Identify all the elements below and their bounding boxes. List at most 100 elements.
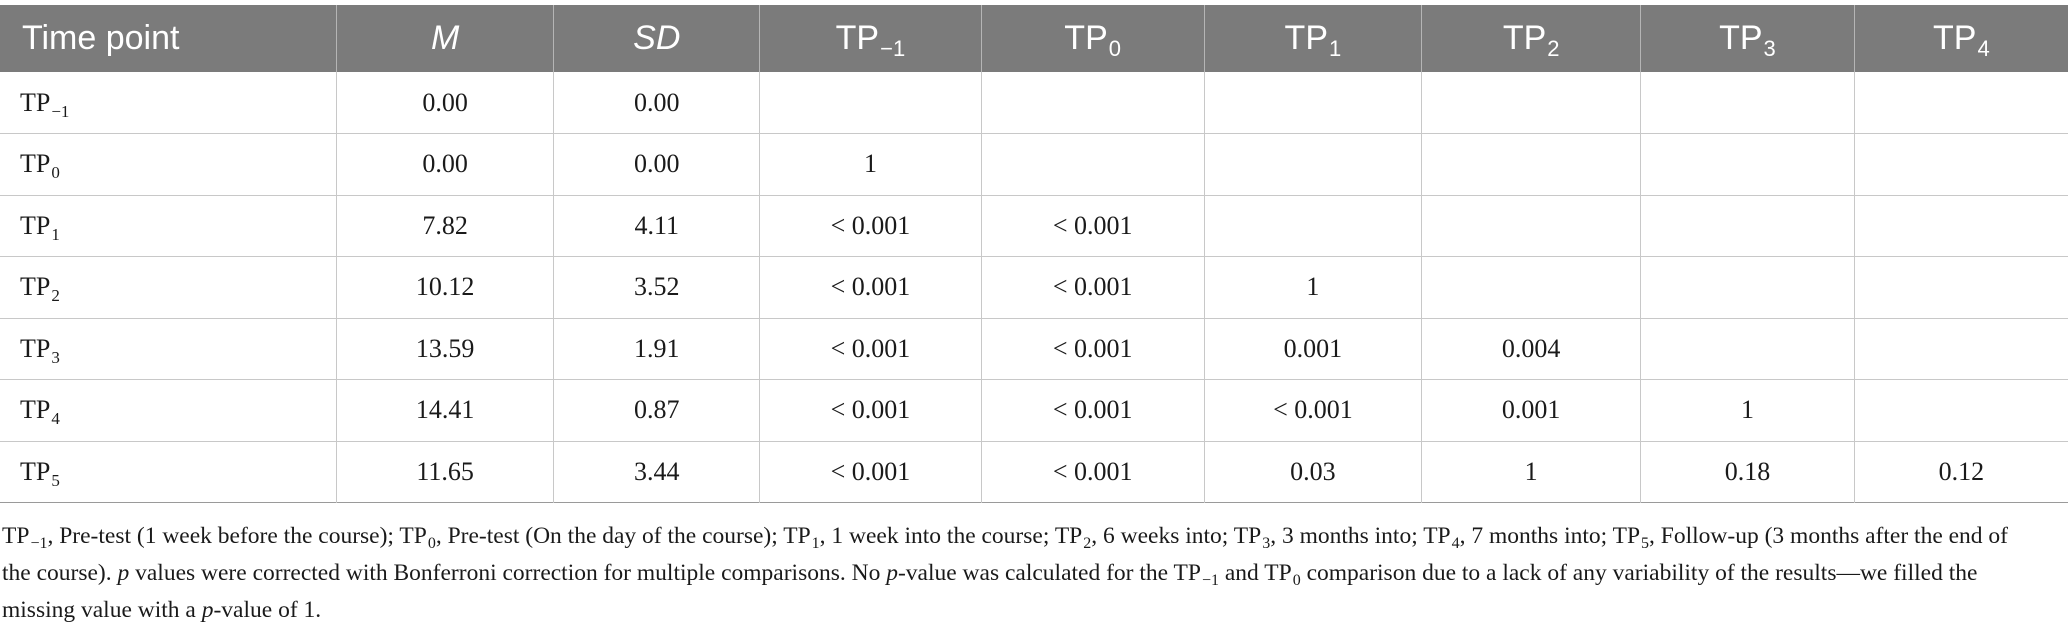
column-header-label: TP [1284, 19, 1328, 57]
column-header-subscript: 0 [1108, 36, 1121, 61]
header-row: Time point M SD TP−1 TP0 TP1 TP2 TP3 TP4 [0, 5, 2068, 72]
time-point-label: TP [20, 87, 51, 117]
time-point-cell: TP2 [0, 256, 337, 318]
table-cell: 0.12 [1938, 456, 1985, 486]
table-cell: < 0.001 [1204, 379, 1423, 441]
column-header-label: TP [1719, 19, 1763, 57]
table-cell [1854, 195, 2068, 257]
table-cell [1854, 318, 2068, 380]
table-cell [1640, 256, 1855, 318]
footnote-segment: -value was calculated for the TP [897, 560, 1201, 586]
time-point-cell: TP−1 [0, 72, 337, 134]
footnote-text: TP−1, Pre-test (1 week before the course… [2, 519, 2042, 627]
footnote-segment: , Pre-test (1 week before the course); T… [47, 523, 427, 549]
table-cell: 0.001 [1204, 318, 1423, 380]
table-cell [1640, 72, 1855, 134]
time-point-label: TP [20, 210, 51, 240]
column-header-subscript: 1 [1329, 36, 1342, 61]
table-cell [1854, 72, 2068, 134]
footnote-subscript: 4 [1451, 535, 1460, 552]
time-point-label: TP [20, 395, 51, 425]
table-cell [1640, 133, 1855, 195]
table-cell: 0.00 [553, 72, 761, 134]
column-header-7: TP3 [1640, 5, 1855, 72]
table-cell: 1.91 [553, 318, 761, 380]
table-row: TP4 14.41 0.87 < 0.001 < 0.001 < 0.001 0.001 1 [0, 379, 2068, 441]
column-header-4: TP0 [981, 5, 1205, 72]
results-table: Time point M SD TP−1 TP0 TP1 TP2 TP3 TP4 TP−1 0.0… [0, 5, 2068, 503]
column-header-label: TP [1933, 19, 1977, 57]
column-header-2: SD [553, 5, 761, 72]
table-cell: < 0.001 [981, 441, 1205, 503]
table-cell [981, 72, 1205, 134]
footnote-subscript: 0 [1292, 572, 1301, 589]
column-header-subscript: 4 [1977, 36, 1990, 61]
table-cell: < 0.001 [981, 195, 1205, 257]
time-point-cell: TP4 [0, 379, 337, 441]
footnote-subscript: −1 [1201, 572, 1219, 589]
footnote-segment: , 3 months into; TP [1270, 523, 1451, 549]
time-point-cell: TP1 [0, 195, 337, 257]
table-cell [1204, 72, 1423, 134]
table-cell: 0.001 [1421, 379, 1642, 441]
time-point-subscript: 4 [51, 409, 60, 429]
table-row: TP3 13.59 1.91 < 0.001 < 0.001 0.001 0.004 [0, 318, 2068, 380]
time-point-cell: TP3 [0, 318, 337, 380]
column-header-subscript: −1 [880, 36, 906, 61]
column-header-label: SD [633, 19, 681, 57]
table-cell: 3.44 [553, 441, 761, 503]
table-cell [1421, 72, 1642, 134]
time-point-cell: TP5 [0, 441, 337, 503]
column-header-label: TP [835, 19, 880, 57]
table-cell: 0.03 [1204, 441, 1423, 503]
time-point-label: TP [20, 333, 51, 363]
table-cell: 1 [1640, 379, 1855, 441]
column-header-label: Time point [22, 19, 180, 57]
time-point-label: TP [20, 272, 51, 302]
table-cell: < 0.001 [759, 256, 982, 318]
table-cell: 14.41 [336, 379, 555, 441]
footnote-segment: , 1 week into the course; TP [819, 523, 1083, 549]
column-header-5: TP1 [1204, 5, 1423, 72]
time-point-subscript: 0 [51, 163, 60, 183]
table-row: TP−1 0.00 0.00 [0, 72, 2068, 134]
table-row: TP5 11.65 3.44 < 0.001 < 0.001 0.03 1 0.18 0.12 [0, 441, 2068, 503]
table-cell [1204, 195, 1423, 257]
table-cell [1854, 134, 2068, 196]
column-header-subscript: 2 [1547, 36, 1560, 61]
table-cell: 3.52 [553, 256, 761, 318]
table-cell: < 0.001 [981, 256, 1205, 318]
column-header-subscript: 3 [1763, 36, 1776, 61]
time-point-cell: TP0 [0, 133, 337, 195]
footnote-subscript: 5 [1641, 535, 1650, 552]
table-cell: 10.12 [336, 256, 555, 318]
column-header-label: TP [1064, 19, 1108, 57]
table-cell: < 0.001 [759, 195, 982, 257]
table-cell [1421, 133, 1642, 195]
footnote-segment: comparison due to a lack of any variabil… [2, 560, 1978, 623]
time-point-label: TP [20, 149, 51, 179]
table-body: TP−1 0.00 0.00 TP0 0.00 0.00 1 TP1 7.82 4.11 < 0.0… [0, 72, 2068, 503]
column-header-label: M [430, 19, 460, 57]
footnote-segment: -value of 1. [213, 597, 322, 623]
column-header-0: Time point [0, 5, 337, 72]
footnote-subscript: 3 [1262, 535, 1271, 552]
footnote-segment: , 6 weeks into; TP [1091, 523, 1262, 549]
table-cell: 1 [1421, 441, 1642, 503]
table-cell: 1 [1204, 256, 1423, 318]
column-header-1: M [336, 5, 555, 72]
table-cell [1421, 195, 1642, 257]
footnote-segment: , Follow-up (3 months after the end of t… [2, 523, 2009, 586]
results-table-container: Time point M SD TP−1 TP0 TP1 TP2 TP3 TP4 TP−1 0.0… [0, 5, 2068, 503]
table-cell: 0.004 [1421, 318, 1642, 380]
time-point-subscript: 2 [51, 286, 60, 306]
table-cell [759, 72, 982, 134]
table-cell: 13.59 [336, 318, 555, 380]
table-cell: 7.82 [336, 195, 555, 257]
column-header-label: TP [1502, 19, 1547, 57]
footnote-segment: , 7 months into; TP [1459, 523, 1641, 549]
table-cell: 0.18 [1640, 441, 1855, 503]
footnote-subscript: 0 [427, 535, 436, 552]
footnote-italic: p [886, 560, 898, 586]
table-cell: < 0.001 [759, 379, 982, 441]
